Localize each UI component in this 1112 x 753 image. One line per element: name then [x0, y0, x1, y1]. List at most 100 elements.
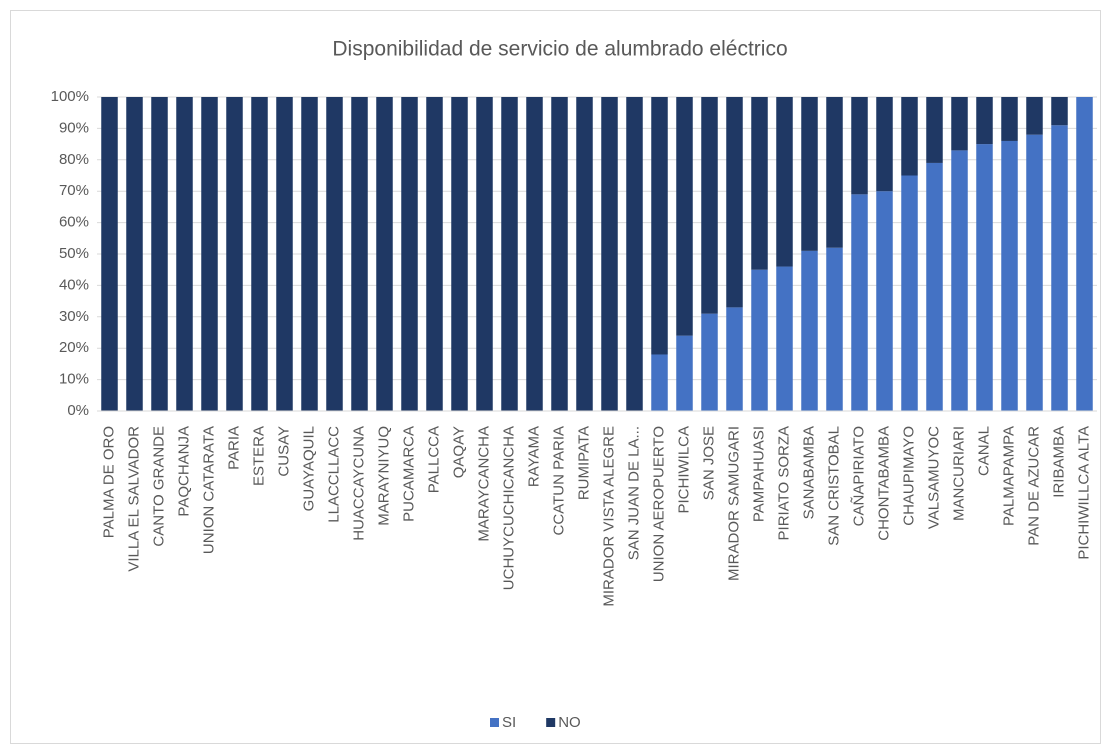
x-tick-label: QAQAY: [450, 426, 467, 478]
bar-segment: [276, 97, 293, 411]
bar-segment: [326, 97, 343, 411]
bar-segment: [351, 97, 368, 411]
x-tick-label: ESTERA: [250, 426, 267, 486]
y-tick-label: 60%: [59, 214, 89, 231]
y-tick-label: 50%: [59, 245, 89, 262]
bar-segment: [901, 97, 918, 176]
x-tick-label: PAQCHANJA: [175, 426, 192, 517]
x-tick-label: CCATUN PARIA: [550, 426, 567, 535]
bar-segment: [1051, 125, 1068, 411]
bar-segment: [1001, 97, 1018, 141]
x-tick-label: MARAYNIYUQ: [375, 426, 392, 526]
x-tick-label: SAN JOSE: [700, 426, 717, 500]
bar-segment: [526, 97, 543, 411]
bar-segment: [951, 97, 968, 151]
bar-segment: [226, 97, 243, 411]
x-tick-label: UNION CATARATA: [200, 426, 217, 554]
bar-segment: [751, 97, 768, 270]
y-tick-label: 30%: [59, 308, 89, 325]
bar-segment: [826, 247, 843, 411]
x-tick-label: CANTO GRANDE: [150, 426, 167, 547]
bar-segment: [176, 97, 193, 411]
bar-segment: [851, 97, 868, 195]
bar-segment: [951, 150, 968, 411]
bar-segment: [776, 266, 793, 411]
x-tick-label: MARAYCANCHA: [475, 426, 492, 542]
bar-segment: [201, 97, 218, 411]
x-tick-label: MIRADOR VISTA ALEGRE: [600, 426, 617, 607]
bar-segment: [701, 97, 718, 314]
bar-segment: [626, 97, 643, 411]
bar-segment: [676, 97, 693, 336]
x-tick-label: IRIBAMBA: [1050, 426, 1067, 498]
bar-segment: [301, 97, 318, 411]
bar-segment: [976, 97, 993, 145]
bar-segment: [426, 97, 443, 411]
bar-segment: [1051, 97, 1068, 126]
bar-segment: [551, 97, 568, 411]
legend-swatch: [546, 718, 556, 727]
bar-segment: [926, 97, 943, 163]
bar-segment: [676, 335, 693, 411]
bar-segment: [976, 144, 993, 411]
x-tick-label: SANABAMBA: [800, 426, 817, 519]
bar-segment: [376, 97, 393, 411]
x-tick-label: PALLCCA: [425, 426, 442, 493]
x-tick-label: HUACCAYCUNA: [350, 426, 367, 541]
y-tick-label: 10%: [59, 371, 89, 388]
bar-segment: [451, 97, 468, 411]
x-tick-label: PICHIWILLCA ALTA: [1075, 426, 1092, 560]
x-tick-label: PAMPAHUASI: [750, 426, 767, 522]
bar-segment: [876, 191, 893, 411]
bar-segment: [651, 97, 668, 355]
bar-segment: [776, 97, 793, 267]
bar-segment: [926, 162, 943, 411]
bar-segment: [876, 97, 893, 192]
bar-segment: [851, 194, 868, 411]
bar-segment: [801, 97, 818, 251]
y-tick-label: 20%: [59, 339, 89, 356]
x-tick-label: CANAL: [975, 426, 992, 476]
legend-label: NO: [558, 714, 581, 731]
x-tick-label: LLACCLLACC: [325, 426, 342, 523]
bar-segment: [101, 97, 118, 411]
bar-segment: [601, 97, 618, 411]
bar-segment: [1076, 97, 1093, 411]
bar-segment: [401, 97, 418, 411]
bar-segment: [501, 97, 518, 411]
y-tick-label: 40%: [59, 276, 89, 293]
bar-segment: [651, 354, 668, 411]
x-tick-label: PICHIWILCA: [675, 426, 692, 514]
x-tick-label: CHAUPIMAYO: [900, 426, 917, 526]
bar-segment: [751, 269, 768, 411]
legend-swatch: [490, 718, 499, 727]
bar-segment: [726, 307, 743, 411]
x-tick-label: PUCAMARCA: [400, 426, 417, 522]
x-tick-label: UCHUYCUCHICANCHA: [500, 426, 517, 590]
x-tick-label: SAN JUAN DE LA...: [625, 426, 642, 560]
x-tick-label: PARIA: [225, 426, 242, 470]
x-tick-label: PALMAPAMPA: [1000, 426, 1017, 526]
bar-segment: [701, 313, 718, 411]
bar-segment: [726, 97, 743, 308]
bar-segment: [1026, 134, 1043, 411]
x-tick-label: VALSAMUYOC: [925, 426, 942, 529]
bar-segment: [576, 97, 593, 411]
x-tick-label: PIRIATO SORZA: [775, 426, 792, 540]
chart-title: Disponibilidad de servicio de alumbrado …: [332, 38, 787, 61]
x-tick-label: MIRADOR SAMUGARI: [725, 426, 742, 581]
bar-segment: [901, 175, 918, 411]
x-tick-label: CAÑAPIRIATO: [850, 426, 867, 526]
x-tick-label: CHONTABAMBA: [875, 426, 892, 541]
x-tick-label: CUSAY: [275, 426, 292, 477]
y-tick-label: 80%: [59, 151, 89, 168]
x-tick-label: VILLA EL SALVADOR: [125, 426, 142, 572]
bar-segment: [1026, 97, 1043, 135]
x-tick-label: MANCURIARI: [950, 426, 967, 521]
legend-label: SI: [502, 714, 516, 731]
x-tick-label: GUAYAQUIL: [300, 426, 317, 511]
x-tick-label: SAN CRISTOBAL: [825, 426, 842, 546]
bar-segment: [151, 97, 168, 411]
x-tick-label: RAYAMA: [525, 426, 542, 487]
